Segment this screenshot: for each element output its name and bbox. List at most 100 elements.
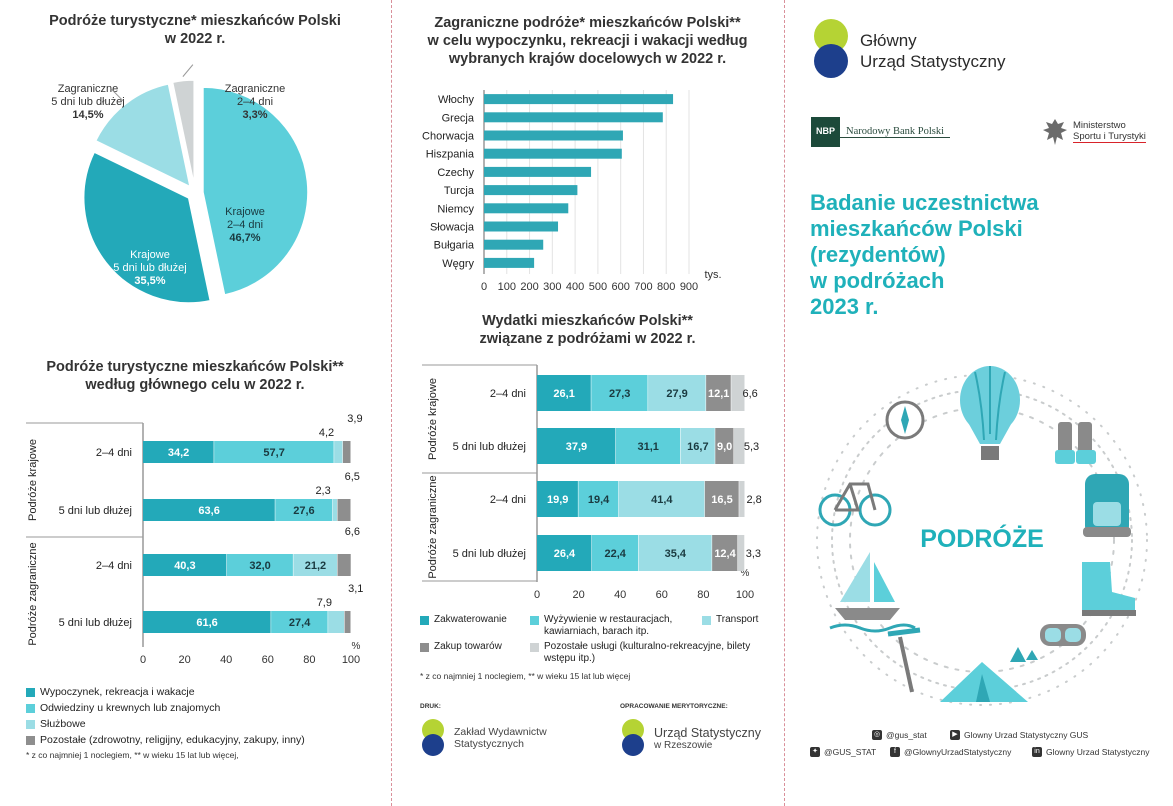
topic-label: PODRÓŻE bbox=[920, 525, 1044, 553]
us-rzeszow-name: Urząd Statystyczny w Rzeszowie bbox=[654, 726, 761, 752]
legend-item: Służbowe bbox=[26, 718, 86, 730]
segment-value-label: 32,0 bbox=[249, 560, 270, 572]
pie-slice-label: Krajowe 2–4 dni 46,7% bbox=[225, 206, 265, 244]
pie-label-value: 14,5% bbox=[72, 109, 103, 121]
x-tick-label: 80 bbox=[303, 654, 315, 666]
x-unit-label: % bbox=[352, 641, 361, 652]
stacked-bar-segment bbox=[537, 481, 578, 517]
segment-value-label: 12,1 bbox=[708, 388, 729, 400]
pie-label-line: Zagraniczne bbox=[225, 83, 286, 95]
segment-value-label: 61,6 bbox=[196, 617, 217, 629]
twitter-link[interactable]: ✦ @GUS_STAT bbox=[810, 747, 876, 757]
expenses-chart: 0 20 40 60 80 100% Podróże krajowe Podróże zagr… bbox=[422, 364, 762, 601]
stacked-bar-segment bbox=[342, 441, 351, 463]
segment-value-label: 2,3 bbox=[315, 485, 330, 497]
ministry-line2: Sportu i Turystyki bbox=[1073, 131, 1146, 143]
segment-value-label: 26,1 bbox=[553, 388, 574, 400]
ice-axe-icon bbox=[887, 627, 921, 693]
group-label: Podróże zagraniczne bbox=[427, 475, 439, 578]
country-bar bbox=[484, 257, 535, 268]
category-label: Niemcy bbox=[437, 203, 474, 215]
instagram-link[interactable]: ◎ @gus_stat bbox=[872, 730, 927, 740]
segment-value-label: 7,9 bbox=[317, 597, 332, 609]
segment-value-label: 2,8 bbox=[746, 494, 761, 506]
stacked-bar-segment bbox=[618, 481, 705, 517]
nbp-name: Narodowy Bank Polski bbox=[840, 126, 951, 138]
segment-value-label: 27,9 bbox=[666, 388, 687, 400]
zws-name-line2: Statystycznych bbox=[454, 738, 525, 750]
backpack-icon bbox=[1083, 474, 1131, 537]
segment-value-label: 5,3 bbox=[744, 441, 759, 453]
facebook-handle: @GlownyUrzadStatystyczny bbox=[904, 747, 1012, 757]
stacked-bar-segment bbox=[537, 375, 591, 411]
legend-item: Transport bbox=[702, 614, 782, 626]
legend-swatch bbox=[26, 736, 35, 745]
x-tick-label: 20 bbox=[572, 589, 584, 601]
twitter-icon: ✦ bbox=[810, 747, 820, 757]
legend-item: Odwiedziny u krewnych lub znajomych bbox=[26, 702, 220, 714]
segment-value-label: 27,4 bbox=[289, 617, 311, 629]
binoculars-icon bbox=[1055, 422, 1096, 464]
gus-name-line1: Główny bbox=[860, 31, 917, 50]
instagram-handle: @gus_stat bbox=[886, 730, 927, 740]
segment-value-label: 57,7 bbox=[263, 447, 284, 459]
twitter-handle: @GUS_STAT bbox=[824, 747, 877, 757]
segment-value-label: 63,6 bbox=[198, 505, 219, 517]
facebook-link[interactable]: f @GlownyUrzadStatystyczny bbox=[890, 747, 1011, 757]
compass-icon bbox=[885, 400, 925, 440]
legend-label: Odwiedziny u krewnych lub znajomych bbox=[40, 702, 221, 714]
expenses-chart-title: Wydatki mieszkańców Polski** związane z … bbox=[395, 312, 780, 348]
segment-value-label: 21,2 bbox=[305, 560, 326, 572]
segment-value-label: 4,2 bbox=[319, 427, 334, 439]
pie-leader-line bbox=[110, 88, 124, 102]
pie-label-line: 5 dni lub dłużej bbox=[113, 262, 186, 274]
legend-item: Zakwaterowanie bbox=[420, 614, 520, 626]
pie-slice-label: Krajowe 5 dni lub dłużej 35,5% bbox=[113, 249, 186, 287]
expenses-footnote: * z co najmniej 1 noclegiem, ** w wieku … bbox=[420, 671, 631, 681]
stacked-bar-segment bbox=[715, 428, 734, 464]
segment-value-label: 31,1 bbox=[637, 441, 658, 453]
countries-chart: 0 100 200 300 400 500 600 700 800 900 Włochy Grecja… bbox=[422, 90, 722, 293]
us-rzeszow-line2: w Rzeszowie bbox=[654, 740, 713, 751]
sailboat-icon bbox=[829, 552, 916, 633]
category-label: Czechy bbox=[437, 167, 474, 179]
group-label: Podróże zagraniczne bbox=[27, 542, 39, 645]
purpose-footnote: * z co najmniej 1 noclegiem, ** w wieku … bbox=[26, 750, 239, 760]
category-label: Turcja bbox=[444, 185, 475, 197]
purpose-title-line1: Podróże turystyczne mieszkańców Polski** bbox=[46, 359, 344, 375]
stacked-bar-segment bbox=[271, 611, 328, 633]
stacked-bar-segment bbox=[334, 441, 343, 463]
segment-value-label: 26,4 bbox=[554, 548, 576, 560]
stacked-bar-segment bbox=[143, 499, 275, 521]
segment-value-label: 3,1 bbox=[348, 583, 363, 595]
purpose-chart-title: Podróże turystyczne mieszkańców Polski**… bbox=[10, 358, 380, 394]
x-unit-label: % bbox=[741, 568, 750, 579]
linkedin-link[interactable]: in Glowny Urzad Statystyczny bbox=[1032, 747, 1149, 757]
stacked-bar-segment bbox=[328, 611, 345, 633]
category-label: 2–4 dni bbox=[96, 560, 132, 572]
segment-value-label: 37,9 bbox=[566, 441, 587, 453]
x-tick-label: 900 bbox=[680, 281, 698, 293]
purpose-title-line2: według głównego celu w 2022 r. bbox=[85, 377, 305, 393]
country-bar bbox=[484, 94, 674, 105]
segment-value-label: 27,6 bbox=[293, 505, 314, 517]
us-rzeszow-line1: Urząd Statystyczny bbox=[654, 726, 761, 740]
youtube-link[interactable]: ▶ Glowny Urzad Statystyczny GUS bbox=[950, 730, 1088, 740]
segment-value-label: 34,2 bbox=[168, 447, 189, 459]
category-label: 5 dni lub dłużej bbox=[59, 617, 132, 629]
country-bar bbox=[484, 221, 559, 232]
stacked-bar-segment bbox=[337, 499, 351, 521]
boot-icon bbox=[1082, 562, 1136, 616]
pie-label-line: 2–4 dni bbox=[227, 219, 263, 231]
legend-item: Wypoczynek, rekreacja i wakacje bbox=[26, 686, 195, 698]
segment-value-label: 35,4 bbox=[665, 548, 687, 560]
youtube-icon: ▶ bbox=[950, 730, 960, 740]
segment-value-label: 40,3 bbox=[174, 560, 195, 572]
pie-slice bbox=[171, 79, 195, 186]
zws-name: Zakład Wydawnictw Statystycznych bbox=[454, 726, 547, 750]
category-label: 2–4 dni bbox=[96, 447, 132, 459]
group-label: Podróże krajowe bbox=[27, 439, 39, 521]
stacked-bar-segment bbox=[712, 535, 738, 571]
pie-slice-label: Zagraniczne 2–4 dni 3,3% bbox=[225, 83, 286, 121]
country-bar bbox=[484, 185, 578, 196]
